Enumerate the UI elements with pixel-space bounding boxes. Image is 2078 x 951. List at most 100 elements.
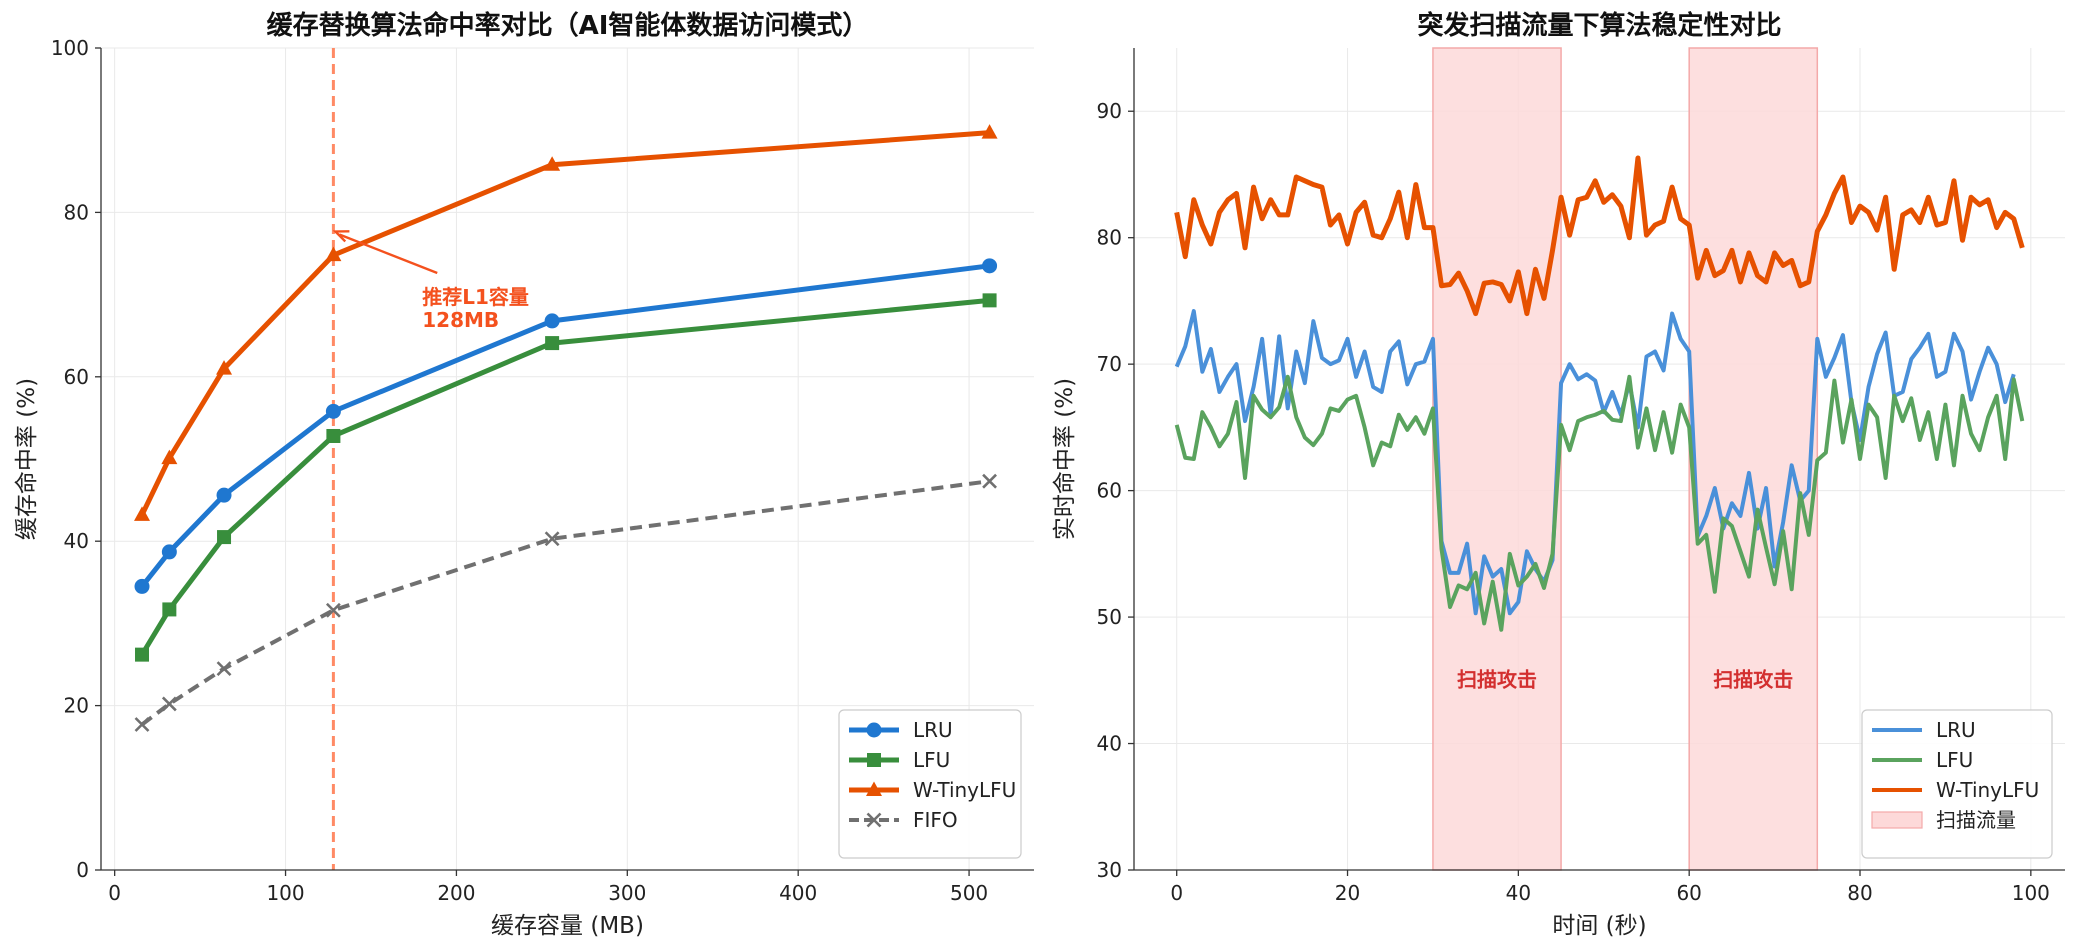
series-lfu [135, 293, 997, 662]
y-tick-label: 60 [64, 365, 89, 389]
x-tick-label: 300 [608, 881, 646, 905]
series-line-lfu [139, 297, 990, 656]
legend-marker [867, 753, 881, 767]
data-point [134, 506, 151, 521]
data-point [161, 544, 177, 560]
data-point [216, 661, 232, 677]
scan-region-band [1432, 47, 1562, 871]
x-tick-label: 200 [437, 881, 475, 905]
data-point [216, 360, 233, 375]
data-point [216, 487, 232, 503]
legend-marker [866, 812, 882, 828]
legend-item-lfu: LFU [849, 748, 950, 772]
data-point [325, 246, 342, 262]
legend-item-w-tinylfu: W-TinyLFU [1872, 778, 2039, 802]
data-point [134, 578, 150, 594]
data-point [982, 473, 997, 489]
data-point [982, 293, 997, 308]
data-point [545, 336, 560, 351]
chart-title: 缓存替换算法命中率对比（AI智能体数据访问模式） [267, 10, 869, 41]
data-point [544, 156, 561, 171]
x-tick-label: 400 [779, 881, 817, 905]
data-point [134, 717, 150, 732]
scan-region-label: 扫描攻击 [1713, 667, 1793, 691]
legend-marker [866, 781, 882, 796]
series-lru [134, 258, 998, 594]
data-point [217, 530, 232, 545]
y-tick-label: 80 [64, 200, 89, 224]
series-w-tinylfu [134, 124, 998, 521]
y-tick-label: 30 [1097, 858, 1122, 882]
y-tick-label: 60 [1097, 479, 1122, 503]
legend-item-lru: LRU [1872, 718, 1976, 742]
x-tick-label: 0 [108, 881, 121, 905]
data-point [325, 602, 341, 618]
x-tick-label: 40 [1506, 881, 1531, 905]
data-point [161, 449, 178, 465]
y-tick-label: 40 [1097, 732, 1122, 756]
data-point [325, 403, 341, 419]
legend-label: LFU [1936, 748, 1973, 772]
legend-label: LFU [913, 748, 950, 772]
annotation: 推荐L1容量 128MB [332, 230, 529, 332]
legend-marker [866, 722, 882, 738]
data-point [162, 602, 177, 617]
series-group [1174, 155, 2025, 632]
legend-item-scan-traffic: 扫描流量 [1871, 808, 2016, 832]
legend-label: W-TinyLFU [913, 778, 1016, 802]
data-point [326, 428, 341, 443]
annotation-line-2: 128MB [422, 308, 499, 332]
data-point [981, 124, 998, 139]
data-point [161, 696, 177, 712]
stability-chart: 扫描攻击 扫描攻击 0 20 40 60 80 100 30 40 50 60 70 80 90 突发扫描… [1052, 10, 2065, 939]
y-tick-label: 90 [1097, 99, 1122, 123]
x-tick-label: 100 [2012, 881, 2050, 905]
scan-regions: 扫描攻击 扫描攻击 [1432, 47, 1819, 871]
legend-item-lfu: LFU [1872, 748, 1973, 772]
data-point [135, 647, 150, 662]
annotation-arrow [338, 233, 438, 275]
legend-item-w-tinylfu: W-TinyLFU [849, 778, 1016, 802]
legend-item-lru: LRU [849, 718, 953, 742]
y-tick-label: 70 [1097, 352, 1122, 376]
scan-region-band [1688, 47, 1819, 871]
axes: 0 100 200 300 400 500 0 20 40 60 80 100 [51, 36, 1034, 905]
y-axis-label: 缓存命中率 (%) [14, 378, 40, 540]
x-tick-label: 20 [1335, 881, 1360, 905]
series-group [134, 124, 998, 732]
series-fifo [134, 473, 997, 732]
series-line-w-tinylfu [1174, 155, 2025, 317]
series-line-fifo [140, 479, 990, 727]
x-tick-label: 60 [1676, 881, 1701, 905]
legend-swatch [1871, 811, 1923, 829]
y-tick-label: 20 [64, 694, 89, 718]
scan-region-1: 扫描攻击 [1432, 47, 1562, 871]
series-line-lfu [1174, 374, 2025, 632]
hit-rate-chart: 推荐L1容量 128MB 0 100 200 300 400 500 0 20 40 60 80 10… [14, 10, 1034, 939]
legend-item-fifo: FIFO [849, 808, 958, 832]
axes: 0 20 40 60 80 100 30 40 50 60 70 80 90 [1097, 48, 2065, 905]
y-tick-label: 0 [76, 858, 89, 882]
x-axis-label: 时间 (秒) [1552, 913, 1646, 939]
series-line-lru [1174, 309, 2016, 616]
y-tick-label: 50 [1097, 605, 1122, 629]
chart-title: 突发扫描流量下算法稳定性对比 [1417, 10, 1781, 41]
data-point [544, 531, 560, 547]
x-tick-label: 100 [266, 881, 304, 905]
annotation-arrowhead [332, 230, 350, 243]
x-tick-label: 80 [1847, 881, 1872, 905]
series-line-w-tinylfu [139, 130, 990, 516]
y-axis-label: 实时命中率 (%) [1052, 378, 1078, 540]
scan-region-2: 扫描攻击 [1688, 47, 1819, 871]
x-tick-label: 500 [950, 881, 988, 905]
scan-region-label: 扫描攻击 [1457, 667, 1537, 691]
y-tick-label: 100 [51, 36, 89, 60]
y-tick-label: 80 [1097, 226, 1122, 250]
annotation-line-1: 推荐L1容量 [422, 285, 529, 309]
legend-label: FIFO [913, 808, 958, 832]
x-axis-label: 缓存容量 (MB) [491, 913, 644, 939]
legend-label: LRU [1936, 718, 1976, 742]
data-point [982, 258, 998, 274]
y-tick-label: 40 [64, 529, 89, 553]
